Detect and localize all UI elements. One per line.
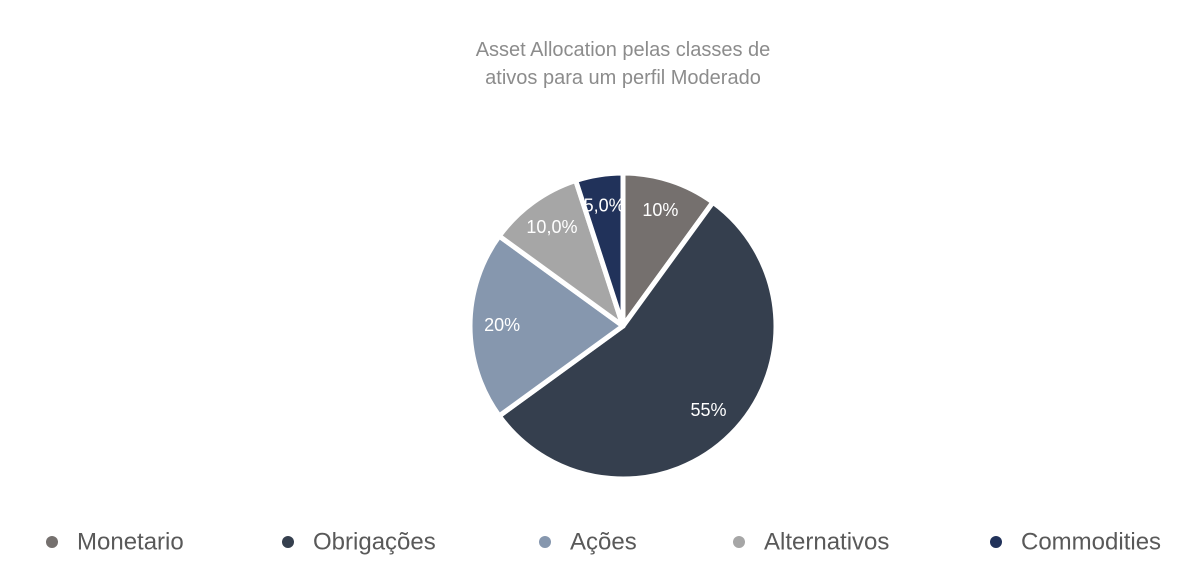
value-label: 5,0% bbox=[584, 195, 625, 215]
legend-label: Obrigações bbox=[313, 528, 436, 555]
legend-label: Monetario bbox=[77, 528, 184, 555]
value-label: 10,0% bbox=[526, 217, 577, 237]
legend-marker bbox=[46, 536, 58, 548]
pie-slice bbox=[496, 177, 626, 329]
legend-marker bbox=[539, 536, 551, 548]
legend-label: Commodities bbox=[1021, 528, 1161, 555]
legend-marker bbox=[990, 536, 1002, 548]
chart-title: Asset Allocation pelas classes de ativos… bbox=[475, 39, 771, 89]
pie-slice bbox=[620, 170, 716, 329]
legend-marker bbox=[282, 536, 294, 548]
value-label: 20% bbox=[484, 315, 520, 335]
value-label: 10% bbox=[642, 200, 678, 220]
legend-label: Alternativos bbox=[764, 528, 889, 555]
pie-slice bbox=[467, 233, 626, 419]
legend-marker bbox=[733, 536, 745, 548]
legend-label: Ações bbox=[570, 528, 637, 555]
pie-slice bbox=[496, 199, 779, 482]
value-label: 55% bbox=[690, 400, 726, 420]
pie-slice bbox=[573, 170, 626, 329]
